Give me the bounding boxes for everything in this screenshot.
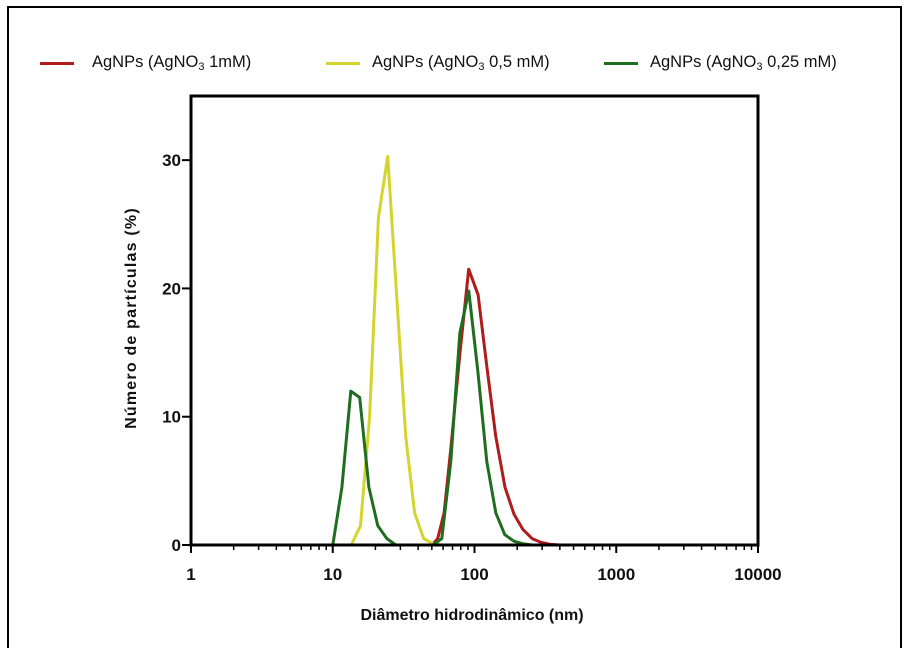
- y-tick-label: 20: [162, 279, 181, 298]
- y-tick-label: 10: [162, 408, 181, 427]
- chart-frame: [7, 6, 902, 648]
- legend-swatch-0-25mm: [604, 62, 638, 65]
- x-tick-label: 10000: [734, 565, 781, 584]
- series-line-1: [191, 267, 758, 547]
- legend-label-0-25mm: AgNPs (AgNO3 0,25 mM): [650, 53, 837, 73]
- legend-swatch-1mm: [40, 62, 74, 65]
- y-tick-label: 30: [162, 151, 181, 170]
- axis-box: [189, 94, 760, 547]
- y-tick-label: 0: [172, 536, 181, 555]
- legend-label-0-5mm: AgNPs (AgNO3 0,5 mM): [372, 53, 550, 73]
- legend-swatch-0-5mm: [326, 62, 360, 65]
- x-tick-label: 1000: [597, 565, 635, 584]
- y-axis-label: Número de partículas (%): [123, 207, 140, 429]
- x-tick-label: 10: [323, 565, 342, 584]
- x-axis-label: Diâmetro hidrodinâmico (nm): [360, 607, 583, 624]
- x-tick-label: 1: [186, 565, 195, 584]
- x-tick-label: 100: [460, 565, 488, 584]
- axes-layer: 1 10 100 1000 10000 0 10 20 30: [162, 94, 782, 584]
- legend-label-1mm: AgNPs (AgNO3 1mM): [92, 53, 252, 73]
- series-layer: [191, 154, 758, 547]
- series-line-3: [191, 289, 758, 547]
